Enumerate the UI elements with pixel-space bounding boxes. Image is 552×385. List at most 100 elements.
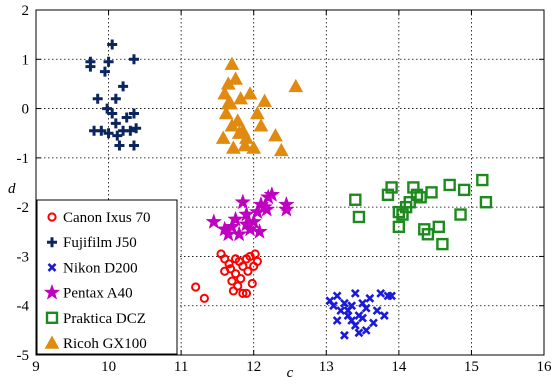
data-point	[225, 264, 236, 274]
data-point	[99, 66, 110, 77]
data-point	[245, 213, 263, 230]
data-point	[358, 298, 367, 308]
data-point	[340, 298, 349, 308]
data-point	[92, 93, 103, 104]
y-tick-label: -3	[17, 249, 30, 265]
legend-item: Praktica DCZ	[45, 311, 146, 327]
data-point	[224, 259, 234, 269]
series-0	[191, 249, 262, 303]
data-point	[103, 128, 114, 139]
data-point	[350, 321, 360, 330]
data-point	[85, 61, 96, 72]
data-point	[89, 125, 100, 136]
data-point	[340, 330, 349, 340]
data-point	[253, 118, 269, 132]
data-point	[288, 78, 304, 93]
x-tick-label: 15	[464, 359, 479, 375]
data-point	[268, 128, 283, 142]
y-tick-label: 0	[22, 102, 30, 118]
data-point	[379, 311, 389, 320]
data-point	[454, 208, 467, 221]
data-point	[332, 316, 342, 325]
data-point	[258, 200, 276, 217]
data-point	[249, 105, 265, 120]
y-axis-label: d	[8, 181, 16, 197]
data-point	[385, 181, 398, 194]
x-tick-label: 12	[246, 359, 261, 375]
legend: Canon Ixus 70 Fujifilm J50 Nikon D200 Penta…	[36, 199, 178, 355]
data-point	[243, 266, 253, 276]
data-point	[354, 328, 364, 338]
data-point	[128, 54, 139, 65]
y-tick-label: -5	[17, 348, 30, 364]
data-point	[376, 288, 386, 298]
x-axis-label: c	[287, 365, 294, 381]
data-points	[85, 39, 493, 340]
data-point	[223, 96, 238, 110]
data-point	[263, 186, 281, 202]
y-tick-label: -2	[17, 200, 30, 216]
x-tick-label: 13	[319, 359, 334, 375]
data-point	[476, 173, 489, 187]
data-point	[238, 215, 255, 232]
data-point	[228, 71, 243, 85]
data-point	[110, 93, 121, 104]
data-point	[230, 254, 241, 264]
data-point	[352, 210, 366, 224]
plot-area-frame	[35, 9, 545, 356]
data-point	[257, 93, 272, 107]
data-point	[396, 208, 409, 221]
data-point	[336, 306, 346, 316]
series-1	[85, 39, 142, 151]
legend-marker	[47, 237, 57, 248]
data-point	[479, 196, 493, 209]
data-point	[381, 188, 395, 202]
legend-marker	[47, 212, 57, 222]
data-point	[224, 56, 240, 70]
data-point	[218, 105, 234, 120]
data-point	[236, 274, 246, 284]
data-point	[217, 86, 233, 100]
data-point	[118, 81, 129, 92]
data-point	[121, 112, 132, 123]
legend-item: Canon Ixus 70	[47, 210, 151, 226]
data-point	[242, 86, 258, 100]
y-tick-label: -1	[17, 151, 30, 167]
data-point	[241, 288, 252, 298]
y-tick-label: -4	[17, 299, 30, 315]
x-tick-label: 9	[32, 359, 40, 375]
legend-marker	[47, 262, 57, 272]
data-point	[443, 178, 456, 192]
series-3	[205, 186, 295, 242]
x-tick-label: 11	[174, 359, 188, 375]
x-tick-label: 14	[391, 359, 407, 375]
data-point	[329, 301, 338, 311]
data-point	[230, 269, 241, 279]
legend-item: Fujifilm J50	[47, 235, 137, 251]
data-point	[432, 220, 445, 234]
data-point	[387, 291, 397, 301]
data-point	[349, 193, 362, 206]
data-point	[369, 318, 378, 328]
data-point	[205, 213, 223, 230]
data-point	[228, 286, 238, 296]
data-point	[457, 183, 471, 197]
series-5	[215, 56, 304, 157]
legend-marker	[44, 335, 60, 349]
data-point	[350, 288, 360, 298]
legend-label: Nikon D200	[63, 260, 138, 276]
legend-marker	[45, 311, 59, 324]
data-point	[332, 291, 342, 301]
legend-label: Fujifilm J50	[63, 235, 137, 251]
data-point	[128, 140, 139, 151]
data-point	[251, 223, 268, 239]
y-tick-label: 2	[22, 3, 30, 19]
legend-item: Nikon D200	[47, 260, 138, 276]
data-point	[215, 130, 231, 144]
data-point	[199, 293, 209, 303]
data-point	[238, 288, 248, 298]
data-point	[436, 237, 449, 251]
data-point	[131, 123, 142, 134]
